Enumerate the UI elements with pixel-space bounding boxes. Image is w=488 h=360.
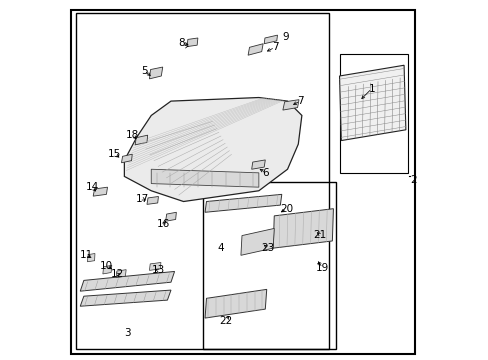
Polygon shape (116, 270, 126, 278)
Text: 23: 23 (261, 243, 274, 253)
Polygon shape (282, 100, 298, 110)
Text: 2: 2 (409, 175, 416, 185)
Polygon shape (147, 197, 158, 204)
Text: 19: 19 (315, 263, 328, 273)
Text: 20: 20 (280, 204, 293, 214)
Text: 6: 6 (262, 168, 269, 178)
Polygon shape (80, 271, 174, 291)
Polygon shape (80, 290, 171, 306)
Polygon shape (121, 154, 132, 163)
Polygon shape (264, 35, 277, 44)
Text: 7: 7 (271, 42, 278, 52)
Text: 18: 18 (126, 130, 139, 140)
Polygon shape (247, 44, 263, 55)
Text: 16: 16 (157, 219, 170, 229)
Polygon shape (93, 187, 107, 196)
Polygon shape (187, 38, 198, 46)
Polygon shape (251, 160, 265, 169)
Text: 13: 13 (151, 265, 165, 275)
Text: 8: 8 (178, 38, 184, 48)
Polygon shape (135, 135, 147, 145)
Polygon shape (204, 289, 266, 318)
Polygon shape (151, 169, 258, 187)
Bar (339, 54, 407, 173)
Text: 15: 15 (108, 149, 121, 159)
Text: 4: 4 (218, 243, 224, 253)
Polygon shape (149, 262, 161, 270)
Polygon shape (102, 265, 112, 274)
Text: 21: 21 (312, 230, 326, 239)
Text: 10: 10 (100, 261, 113, 271)
Polygon shape (165, 212, 176, 221)
Text: 11: 11 (80, 250, 93, 260)
Text: 3: 3 (124, 328, 131, 338)
Polygon shape (87, 253, 95, 262)
Text: 5: 5 (141, 66, 147, 76)
Polygon shape (339, 65, 405, 140)
Text: 9: 9 (282, 32, 288, 41)
Polygon shape (273, 209, 333, 248)
Text: 1: 1 (368, 84, 374, 94)
Text: 17: 17 (135, 194, 149, 204)
Polygon shape (204, 194, 281, 212)
Bar (76, 13, 328, 348)
Text: 14: 14 (85, 182, 99, 192)
Text: 22: 22 (219, 316, 232, 325)
Bar (203, 182, 335, 348)
Text: 12: 12 (110, 269, 123, 279)
Polygon shape (124, 98, 301, 202)
Polygon shape (241, 228, 274, 255)
Text: 7: 7 (296, 96, 303, 106)
Polygon shape (149, 67, 163, 79)
